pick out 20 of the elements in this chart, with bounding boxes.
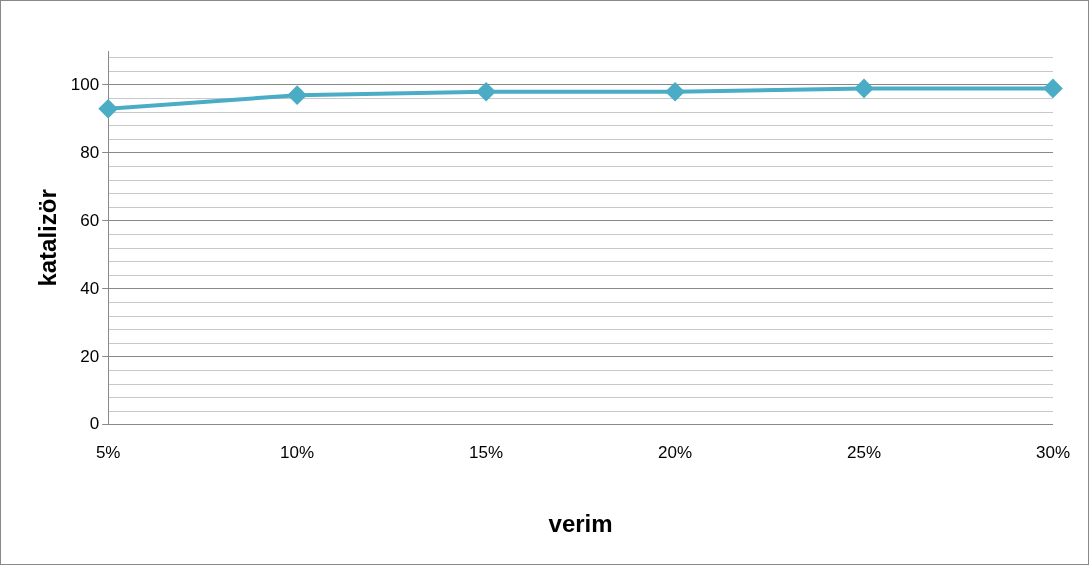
point xyxy=(855,79,874,98)
x-tick-label: 25% xyxy=(847,442,882,462)
point xyxy=(1043,79,1062,98)
point xyxy=(99,99,118,118)
y-tick-label: 20 xyxy=(80,346,100,366)
y-tick-label: 60 xyxy=(80,210,100,230)
y-axis-title: katalizör xyxy=(34,189,62,287)
x-tick-label: 15% xyxy=(469,442,504,462)
y-tick-label: 80 xyxy=(80,142,100,162)
point xyxy=(288,86,307,105)
x-tick-label: 5% xyxy=(95,442,121,462)
x-tick-label: 10% xyxy=(280,442,315,462)
y-tick-label: 0 xyxy=(89,414,100,434)
point xyxy=(477,82,496,101)
y-tick-label: 40 xyxy=(80,278,100,298)
x-tick-label: 30% xyxy=(1035,442,1070,462)
x-axis-title: verim xyxy=(548,510,613,538)
y-tick-label: 100 xyxy=(70,74,100,94)
point xyxy=(666,82,685,101)
x-tick-label: 20% xyxy=(658,442,693,462)
